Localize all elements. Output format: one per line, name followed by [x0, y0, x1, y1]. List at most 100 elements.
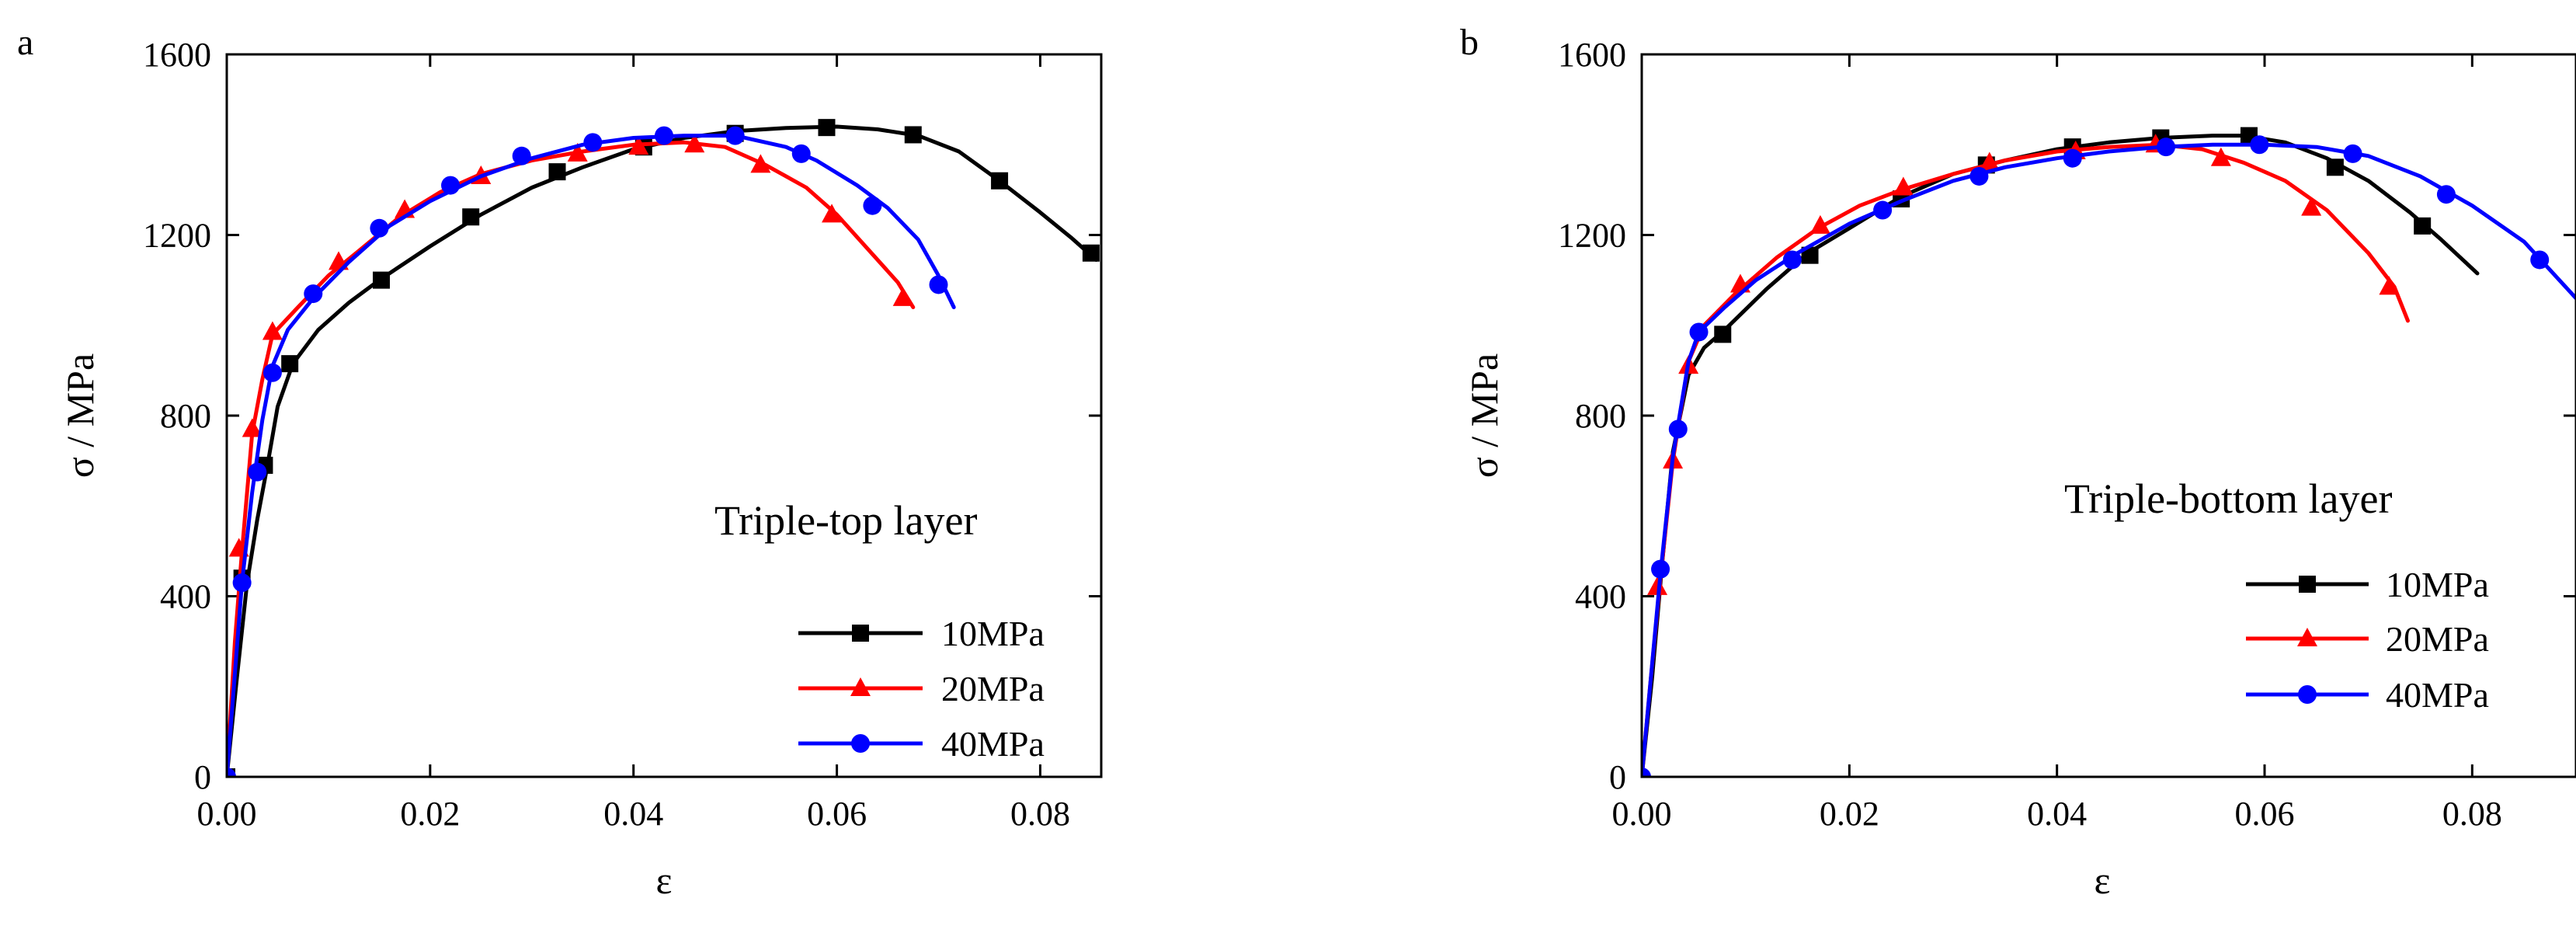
legend: Triple-top layer 10MPa 20MPa 40MPa — [714, 497, 1045, 764]
data-point-20MPa — [750, 154, 771, 173]
data-point-20MPa — [567, 142, 588, 162]
data-point-40MPa — [232, 573, 252, 593]
y-tick-label: 400 — [160, 578, 211, 616]
y-axis-title: σ / MPa — [58, 353, 102, 478]
data-point-40MPa — [248, 462, 267, 482]
data-point-10MPa — [1082, 244, 1100, 262]
plot-area — [1642, 127, 2576, 777]
y-axis-title: σ / MPa — [1462, 353, 1506, 478]
data-point-40MPa — [2157, 138, 2176, 157]
legend-label: 10MPa — [2386, 565, 2489, 604]
y-tick-label: 1200 — [1558, 217, 1626, 255]
data-point-20MPa — [892, 287, 913, 306]
legend-marker-10MPa — [852, 625, 869, 642]
data-point-40MPa — [1969, 166, 1989, 186]
x-tick-label: 0.02 — [400, 795, 460, 833]
legend-title: Triple-top layer — [714, 497, 977, 544]
legend-marker-20MPa — [850, 677, 871, 696]
legend-marker-40MPa — [851, 734, 870, 753]
legend-label: 40MPa — [941, 724, 1045, 764]
data-point-20MPa — [242, 418, 262, 437]
series-line-20MPa — [227, 140, 916, 777]
data-point-20MPa — [628, 136, 649, 155]
legend-label: 20MPa — [941, 669, 1045, 708]
legend-marker-40MPa — [2298, 685, 2317, 704]
data-point-10MPa — [904, 126, 922, 144]
panel-b: b 0.00 0.02 0.04 0.06 0.08 0 400 800 1200 1600 ε σ /… — [1460, 22, 2576, 902]
y-tick-label: 1200 — [143, 217, 211, 255]
data-point-40MPa — [1668, 419, 1688, 439]
data-point-40MPa — [2530, 250, 2550, 270]
x-tick-label: 0.06 — [2235, 795, 2295, 833]
panel-label: b — [1460, 22, 1479, 63]
data-point-40MPa — [1873, 200, 1893, 220]
data-point-40MPa — [370, 218, 389, 238]
data-point-20MPa — [1647, 576, 1668, 595]
data-point-40MPa — [2250, 135, 2269, 155]
data-point-40MPa — [1782, 250, 1802, 270]
y-tick-label: 1600 — [1558, 36, 1626, 74]
data-point-40MPa — [262, 363, 282, 382]
x-tick-label: 0.06 — [807, 795, 867, 833]
legend-marker-20MPa — [2297, 628, 2317, 646]
data-point-40MPa — [655, 126, 673, 145]
y-tick-label: 0 — [1609, 758, 1626, 796]
data-point-40MPa — [2436, 185, 2456, 204]
data-point-10MPa — [548, 163, 566, 181]
data-point-20MPa — [2301, 197, 2322, 216]
data-point-20MPa — [822, 204, 843, 223]
plot-frame — [1640, 53, 2576, 778]
x-tick-label: 0.02 — [1820, 795, 1879, 833]
data-point-40MPa — [2063, 148, 2082, 168]
data-point-40MPa — [583, 133, 603, 152]
data-point-20MPa — [684, 134, 705, 153]
data-point-10MPa — [2414, 217, 2432, 235]
data-point-20MPa — [1979, 151, 2000, 171]
legend-label: 20MPa — [2386, 619, 2489, 659]
legend-marker-10MPa — [2299, 576, 2316, 593]
x-tick-label: 0.00 — [1612, 795, 1672, 833]
data-point-40MPa — [929, 275, 948, 294]
x-tick-label: 0.04 — [2027, 795, 2087, 833]
legend-label: 10MPa — [941, 614, 1045, 653]
series-line-10MPa — [1642, 134, 2480, 777]
data-point-40MPa — [863, 196, 882, 215]
plot-frame — [225, 53, 1103, 778]
data-point-10MPa — [1714, 325, 1732, 343]
data-point-40MPa — [512, 146, 531, 165]
data-point-10MPa — [373, 271, 391, 289]
x-tick-label: 0.04 — [603, 795, 663, 833]
plot-area — [227, 119, 1100, 777]
data-point-40MPa — [791, 144, 811, 163]
x-axis-title: ε — [2095, 858, 2111, 902]
series-line-40MPa — [227, 134, 956, 777]
legend: Triple-bottom layer 10MPa 20MPa 40MPa — [2064, 475, 2489, 715]
data-point-40MPa — [1642, 768, 1651, 777]
data-point-40MPa — [1651, 559, 1670, 579]
data-point-10MPa — [2326, 158, 2344, 176]
data-point-20MPa — [262, 321, 283, 340]
y-tick-label: 1600 — [143, 36, 211, 74]
data-point-10MPa — [818, 119, 836, 137]
data-point-10MPa — [991, 172, 1009, 190]
data-point-40MPa — [304, 284, 323, 304]
x-axis-title: ε — [656, 858, 673, 902]
panel-a: a 0.00 0.02 0.04 0.06 0.08 0 400 800 1200 1600 ε σ /… — [17, 22, 1103, 902]
panel-label: a — [17, 22, 33, 63]
data-point-20MPa — [1809, 214, 1830, 234]
y-tick-label: 0 — [194, 758, 211, 796]
data-point-20MPa — [2379, 276, 2400, 295]
data-point-20MPa — [1893, 176, 1914, 196]
legend-label: 40MPa — [2386, 675, 2489, 715]
legend-title: Triple-bottom layer — [2064, 475, 2392, 522]
x-tick-label: 0.00 — [197, 795, 257, 833]
data-point-40MPa — [227, 768, 236, 777]
x-tick-label: 0.08 — [1010, 795, 1070, 833]
data-point-40MPa — [2343, 144, 2362, 163]
data-point-10MPa — [1801, 246, 1819, 264]
data-point-10MPa — [462, 208, 480, 226]
y-tick-label: 800 — [1575, 397, 1626, 435]
data-point-40MPa — [1689, 322, 1709, 342]
x-tick-label: 0.08 — [2442, 795, 2502, 833]
